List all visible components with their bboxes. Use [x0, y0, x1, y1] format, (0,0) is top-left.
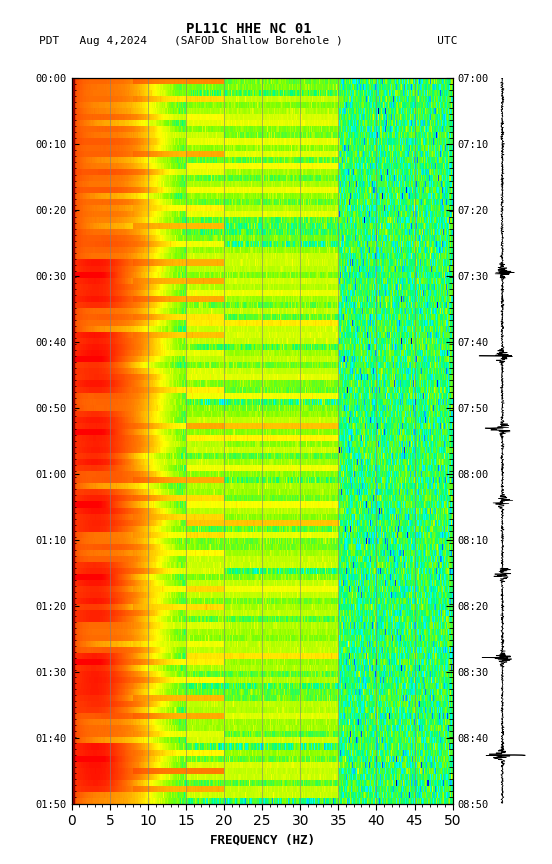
Text: PDT   Aug 4,2024    (SAFOD Shallow Borehole )              UTC: PDT Aug 4,2024 (SAFOD Shallow Borehole )…: [39, 36, 458, 47]
Bar: [72, 78, 75, 804]
Text: PL11C HHE NC 01: PL11C HHE NC 01: [185, 22, 311, 35]
X-axis label: FREQUENCY (HZ): FREQUENCY (HZ): [210, 834, 315, 847]
